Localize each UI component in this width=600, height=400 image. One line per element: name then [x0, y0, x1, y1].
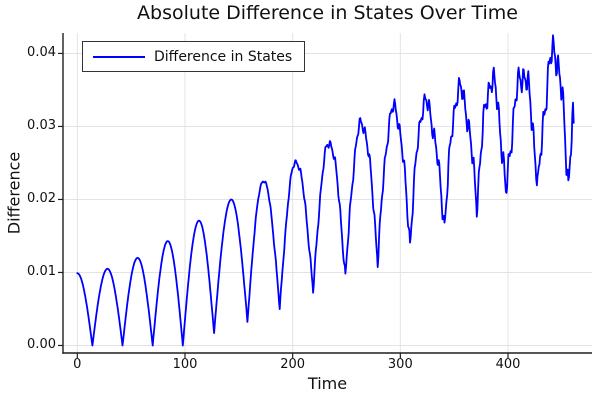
x-tick-label: 400	[495, 357, 521, 372]
x-tick-label: 0	[73, 357, 82, 372]
y-tick-label: 0.04	[27, 45, 56, 61]
legend-box: Difference in States	[82, 41, 306, 72]
x-tick-label: 200	[280, 357, 306, 372]
chart-title: Absolute Difference in States Over Time	[137, 2, 518, 24]
y-tick-label: 0.00	[27, 337, 56, 353]
axes	[62, 33, 592, 354]
y-axis-label: Difference	[4, 151, 24, 235]
tick-marks	[58, 52, 509, 358]
legend-entry-label: Difference in States	[154, 48, 293, 65]
x-axis-label: Time	[307, 374, 348, 393]
gridlines	[63, 33, 592, 353]
y-tick-label: 0.02	[27, 191, 56, 207]
legend-line-sample-icon	[93, 55, 145, 58]
difference-series-line	[76, 34, 575, 347]
x-tick-label: 300	[387, 357, 413, 372]
y-tick-label: 0.01	[27, 264, 56, 280]
x-tick-label: 100	[172, 357, 198, 372]
y-tick-label: 0.03	[27, 118, 56, 134]
